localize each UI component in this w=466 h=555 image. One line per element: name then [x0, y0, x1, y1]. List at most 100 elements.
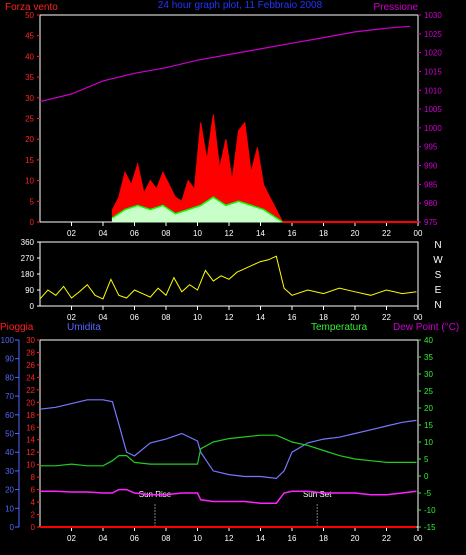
humidity-x-tick-label: 08 — [162, 534, 171, 543]
dewpoint-line — [40, 488, 417, 504]
humidity-x-tick-label: 02 — [67, 534, 76, 543]
direction-line — [39, 255, 417, 300]
temperature-y-tick-label: -15 — [424, 523, 436, 532]
wind-x-tick-label: 22 — [382, 229, 391, 238]
direction-x-tick-label: 00 — [414, 313, 423, 322]
rain-y-tick-label: 24 — [26, 373, 35, 382]
humidity-x-tick-label: 06 — [130, 534, 139, 543]
compass-label: E — [435, 285, 442, 296]
pressure-y-tick-label: 975 — [424, 218, 438, 227]
wind-x-tick-label: 04 — [99, 229, 108, 238]
humidity-y-tick-label: 50 — [5, 430, 14, 439]
humidity-y-tick-label: 70 — [5, 392, 14, 401]
rain-y-tick-label: 6 — [31, 486, 36, 495]
temperature-y-tick-label: -10 — [424, 506, 436, 515]
wind-y-tick-label: 25 — [25, 115, 34, 124]
humidity-y-tick-label: 30 — [5, 467, 14, 476]
humidity-axis-label: Umidita — [67, 322, 101, 333]
direction-x-tick-label: 06 — [130, 313, 139, 322]
pressure-axis-label: Pressione — [374, 2, 419, 13]
pressure-y-tick-label: 1030 — [424, 11, 442, 20]
direction-x-tick-label: 18 — [319, 313, 328, 322]
wind-x-tick-label: 14 — [256, 229, 265, 238]
pressure-y-tick-label: 990 — [424, 162, 438, 171]
wind-x-tick-label: 18 — [319, 229, 328, 238]
wind-y-tick-label: 0 — [30, 218, 35, 227]
pressure-y-tick-label: 1010 — [424, 86, 442, 95]
sun-marker-label: Sun Set — [303, 490, 332, 499]
humidity-y-tick-label: 10 — [5, 504, 14, 513]
pressure-y-tick-label: 1005 — [424, 105, 442, 114]
humidity-x-tick-label: 04 — [99, 534, 108, 543]
wind-y-tick-label: 45 — [25, 32, 34, 41]
direction-x-tick-label: 02 — [67, 313, 76, 322]
humidity-y-tick-label: 90 — [5, 355, 14, 364]
temperature-y-tick-label: 10 — [424, 438, 433, 447]
direction-x-tick-label: 10 — [193, 313, 202, 322]
compass-label: W — [433, 255, 443, 266]
temperature-y-tick-label: 20 — [424, 404, 433, 413]
wind-y-tick-label: 15 — [25, 156, 34, 165]
wind-x-tick-label: 06 — [130, 229, 139, 238]
rain-y-tick-label: 26 — [26, 361, 35, 370]
rain-axis-label: Pioggia — [0, 322, 34, 333]
rain-y-tick-label: 4 — [31, 498, 36, 507]
temperature-y-tick-label: 0 — [424, 472, 429, 481]
humidity-x-tick-label: 20 — [351, 534, 360, 543]
direction-y-tick-label: 270 — [21, 254, 35, 263]
compass-label: N — [434, 240, 441, 251]
temperature-axis-label: Temperatura — [311, 322, 368, 333]
wind-x-tick-label: 02 — [67, 229, 76, 238]
rain-y-tick-label: 20 — [26, 398, 35, 407]
pressure-y-tick-label: 995 — [424, 143, 438, 152]
humidity-y-tick-label: 40 — [5, 448, 14, 457]
humidity-x-tick-label: 22 — [382, 534, 391, 543]
humidity-x-tick-label: 14 — [256, 534, 265, 543]
humidity-x-tick-label: 16 — [288, 534, 297, 543]
pressure-y-tick-label: 980 — [424, 199, 438, 208]
temperature-y-tick-label: 35 — [424, 353, 433, 362]
humidity-y-tick-label: 60 — [5, 411, 14, 420]
direction-x-tick-label: 16 — [288, 313, 297, 322]
temperature-line — [40, 434, 417, 467]
wind-gust-area — [111, 114, 284, 223]
direction-x-tick-label: 20 — [351, 313, 360, 322]
wind-y-tick-label: 50 — [25, 11, 34, 20]
pressure-y-tick-label: 1015 — [424, 67, 442, 76]
wind-y-tick-label: 40 — [25, 52, 34, 61]
direction-y-tick-label: 180 — [21, 270, 35, 279]
pressure-y-tick-label: 1020 — [424, 49, 442, 58]
wind-y-tick-label: 30 — [25, 94, 34, 103]
humidity-x-tick-label: 00 — [414, 534, 423, 543]
temperature-y-tick-label: 5 — [424, 455, 429, 464]
direction-x-tick-label: 22 — [382, 313, 391, 322]
rain-y-tick-label: 2 — [31, 511, 36, 520]
humidity-y-tick-label: 80 — [5, 373, 14, 382]
wind-x-tick-label: 12 — [225, 229, 234, 238]
humidity-y-tick-label: 0 — [10, 523, 15, 532]
wind-axis-label: Forza vento — [5, 2, 58, 13]
page-title: 24 hour graph plot, 11 Febbraio 2008 — [158, 0, 323, 11]
pressure-y-tick-label: 1025 — [424, 30, 442, 39]
rain-y-tick-label: 16 — [26, 423, 35, 432]
humidity-line — [39, 399, 417, 480]
temperature-y-tick-label: 15 — [424, 421, 433, 430]
wind-y-tick-label: 10 — [25, 177, 34, 186]
rain-y-tick-label: 8 — [31, 473, 36, 482]
dewpoint-axis-label: Dew Point (°C) — [393, 322, 459, 333]
direction-x-tick-label: 14 — [256, 313, 265, 322]
direction-x-tick-label: 04 — [99, 313, 108, 322]
wind-y-tick-label: 5 — [30, 197, 35, 206]
humidity-x-tick-label: 12 — [225, 534, 234, 543]
rain-y-tick-label: 10 — [26, 461, 35, 470]
temperature-y-tick-label: 30 — [424, 370, 433, 379]
wind-x-tick-label: 10 — [193, 229, 202, 238]
direction-y-tick-label: 0 — [30, 302, 35, 311]
wind-x-tick-label: 08 — [162, 229, 171, 238]
compass-label: N — [434, 300, 441, 311]
wind-x-tick-label: 16 — [288, 229, 297, 238]
rain-y-tick-label: 0 — [31, 523, 36, 532]
compass-label: S — [435, 270, 442, 281]
